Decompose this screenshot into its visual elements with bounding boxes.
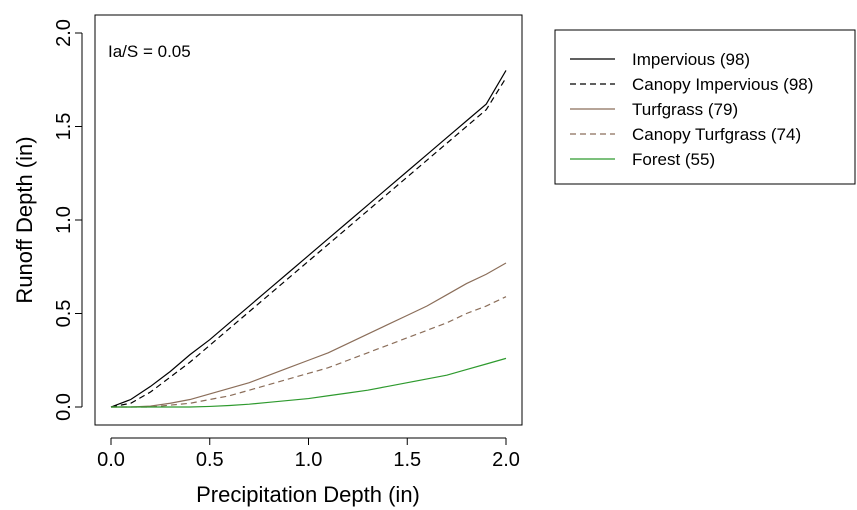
legend-label-3: Turfgrass (79) <box>632 100 738 119</box>
series-line-5 <box>111 357 507 408</box>
plot-frame <box>94 14 523 426</box>
x-tick-label: 1.0 <box>295 449 323 471</box>
legend-label-4: Canopy Turfgrass (74) <box>632 125 801 144</box>
x-tick-label: 2.0 <box>492 449 520 471</box>
x-axis-label: Precipitation Depth (in) <box>196 482 420 507</box>
series-line-4 <box>111 296 507 408</box>
legend-label-5: Forest (55) <box>632 150 715 169</box>
legend-label-1: Impervious (98) <box>632 50 750 69</box>
x-axis: 0.0 0.5 1.0 1.5 2.0 <box>97 437 520 471</box>
y-tick-label: 1.5 <box>53 113 75 141</box>
y-axis: 0.0 0.5 1.0 1.5 2.0 <box>53 19 83 421</box>
series-line-1 <box>110 70 507 408</box>
x-tick-label: 0.0 <box>97 449 125 471</box>
legend: Impervious (98) Canopy Impervious (98) Tur… <box>554 29 856 185</box>
series-line-3 <box>111 262 507 408</box>
x-tick-label: 0.5 <box>196 449 224 471</box>
x-tick-label: 1.5 <box>393 449 421 471</box>
legend-box <box>554 29 856 185</box>
series-layer <box>110 70 507 408</box>
y-tick-label: 2.0 <box>53 19 75 47</box>
y-tick-label: 0.5 <box>53 300 75 328</box>
annotation-ia-s: Ia/S = 0.05 <box>108 42 191 61</box>
y-tick-label: 0.0 <box>53 393 75 421</box>
legend-label-2: Canopy Impervious (98) <box>632 75 813 94</box>
y-tick-label: 1.0 <box>53 206 75 234</box>
series-line-2 <box>110 77 507 408</box>
y-axis-label: Runoff Depth (in) <box>12 136 37 303</box>
